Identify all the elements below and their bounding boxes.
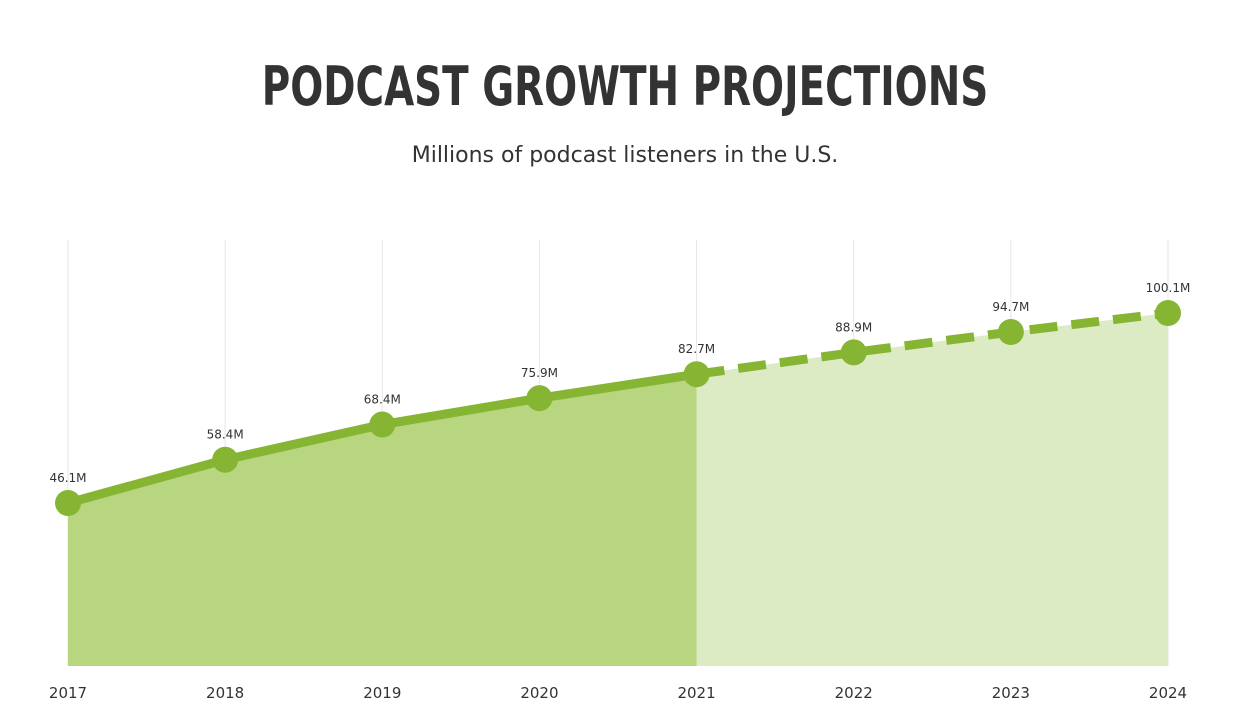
data-point-2018 [212,446,239,473]
chart-subtitle: Millions of podcast listeners in the U.S… [411,143,839,168]
data-label-2017: 46.1M [49,471,86,485]
x-axis-ticks: 2017 2018 2019 2020 2021 2022 2023 2024 [49,684,1187,702]
data-label-2019: 68.4M [364,393,401,407]
data-label-2022: 88.9M [835,320,872,334]
x-tick-label-2022: 2022 [835,684,873,702]
area-actual [68,374,697,666]
data-label-2020: 75.9M [521,366,558,380]
area-projected [696,313,1168,666]
data-label-2018: 58.4M [207,428,244,442]
x-tick-label-2021: 2021 [677,684,715,702]
x-tick-label-2024: 2024 [1149,684,1187,702]
x-tick-label-2020: 2020 [520,684,558,702]
data-label-2021: 82.7M [678,342,715,356]
data-point-2024 [1155,300,1181,326]
data-label-2024: 100.1M [1146,281,1191,295]
x-tick-label-2017: 2017 [49,684,87,702]
x-tick-label-2023: 2023 [992,684,1030,702]
data-points [55,300,1181,516]
data-point-2023 [997,319,1024,345]
data-label-2023: 94.7M [992,300,1029,314]
data-labels: 46.1M 58.4M 68.4M 75.9M 82.7M 88.9M 94.7M 100.1… [49,281,1190,485]
data-point-2017 [55,490,81,516]
data-point-2019 [369,411,396,438]
data-point-2020 [526,385,553,412]
x-tick-label-2018: 2018 [206,684,244,702]
data-point-2022 [840,339,867,366]
data-point-2021 [683,361,710,388]
x-tick-label-2019: 2019 [363,684,401,702]
line-projected [695,308,1169,379]
area-fills [68,313,1168,666]
chart-title: PODCAST GROWTH PROJECTIONS [261,55,989,118]
